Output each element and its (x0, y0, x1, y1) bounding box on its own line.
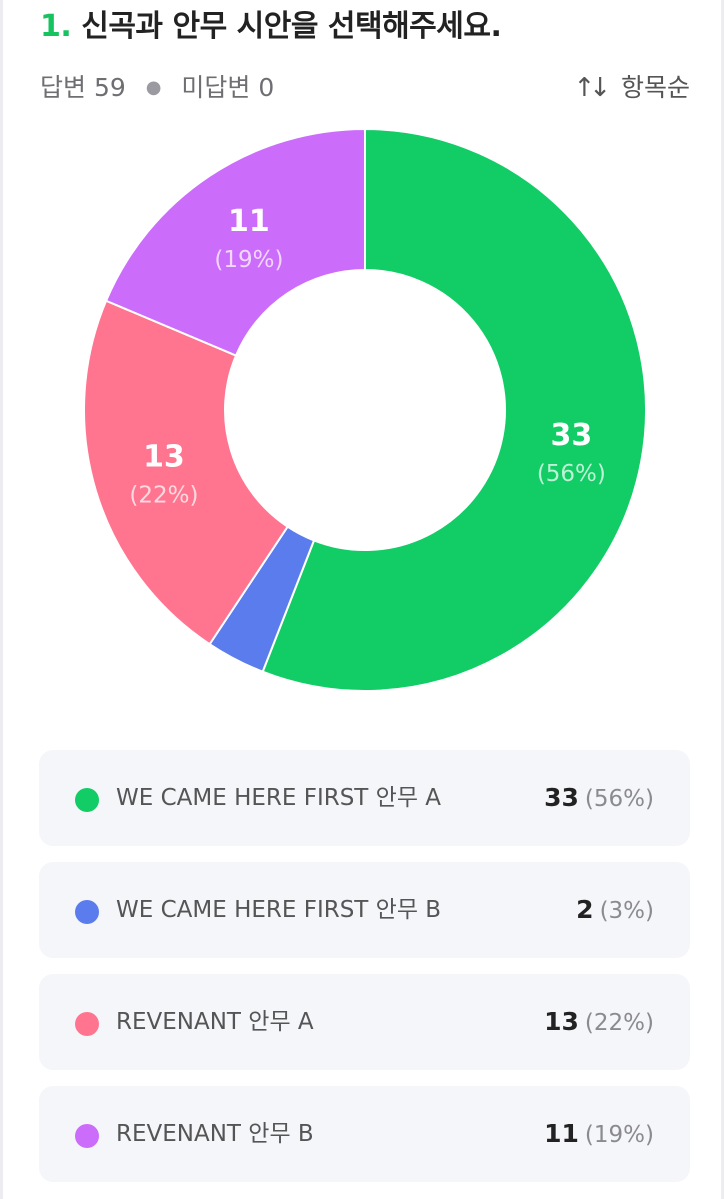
legend-value: 11 (19%) (544, 1116, 654, 1155)
unanswered-count: 0 (258, 73, 275, 102)
slice-percent-label: (56%) (537, 461, 606, 487)
legend-label: WE CAME HERE FIRST 안무 A (116, 785, 442, 811)
legend-percent: (56%) (584, 786, 654, 812)
legend-value: 13 (22%) (544, 1004, 654, 1043)
slice-percent-label: (19%) (214, 247, 283, 273)
legend-swatch (75, 900, 99, 924)
legend-count: 33 (544, 783, 579, 812)
sort-button[interactable]: ↑↓ 항목순 (573, 66, 690, 110)
answered-count: 59 (93, 73, 126, 102)
legend-swatch (75, 788, 99, 812)
question-title: 1. 신곡과 안무 시안을 선택해주세요. (40, 4, 502, 50)
legend-label: REVENANT 안무 A (116, 1009, 314, 1035)
question-number: 1. (40, 9, 72, 44)
legend-percent: (3%) (599, 898, 654, 924)
legend-label: REVENANT 안무 B (116, 1121, 314, 1147)
legend-count: 2 (576, 895, 594, 924)
answered-label: 답변 (40, 73, 87, 102)
legend-list: WE CAME HERE FIRST 안무 A 33 (56%) WE CAME … (39, 750, 690, 1198)
legend-value: 2 (3%) (576, 892, 654, 931)
donut-slice[interactable] (261, 130, 647, 692)
question-text: 신곡과 안무 시안을 선택해주세요. (81, 9, 502, 44)
donut-slice[interactable] (83, 299, 289, 646)
sort-arrows-icon: ↑↓ (573, 73, 610, 103)
legend-percent: (22%) (584, 1010, 654, 1036)
card-border-left (0, 0, 3, 1199)
legend-item[interactable]: REVENANT 안무 A 13 (22%) (39, 974, 690, 1070)
slice-percent-label: (22%) (129, 483, 198, 509)
legend-value: 33 (56%) (544, 780, 654, 819)
legend-label: WE CAME HERE FIRST 안무 B (116, 897, 442, 923)
legend-item[interactable]: WE CAME HERE FIRST 안무 A 33 (56%) (39, 750, 690, 846)
legend-count: 11 (544, 1119, 579, 1148)
legend-item[interactable]: REVENANT 안무 B 11 (19%) (39, 1086, 690, 1182)
unanswered-label: 미답변 (181, 73, 251, 102)
donut-chart-svg: 33 (56%) 13 (22%) 11 (19%) (83, 130, 647, 692)
response-stats: 답변 59 ● 미답변 0 (40, 66, 274, 113)
legend-swatch (75, 1124, 99, 1148)
separator-dot: ● (145, 77, 162, 98)
donut-slice[interactable] (104, 130, 366, 357)
card-border-right (721, 0, 724, 1199)
legend-percent: (19%) (584, 1122, 654, 1148)
legend-swatch (75, 1012, 99, 1036)
legend-item[interactable]: WE CAME HERE FIRST 안무 B 2 (3%) (39, 862, 690, 958)
slice-count-label: 11 (228, 204, 270, 239)
slice-count-label: 13 (143, 440, 185, 475)
sort-label: 항목순 (620, 73, 690, 102)
donut-chart: 33 (56%) 13 (22%) 11 (19%) (0, 130, 724, 730)
slice-count-label: 33 (550, 418, 592, 453)
legend-count: 13 (544, 1007, 579, 1036)
